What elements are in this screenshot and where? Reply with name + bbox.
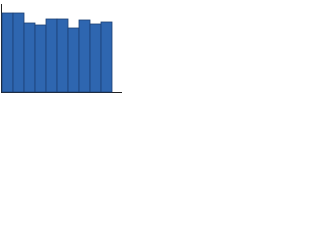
bar <box>78 19 91 93</box>
bar <box>45 18 58 93</box>
bar <box>23 22 36 93</box>
bar <box>100 21 113 93</box>
bar <box>12 12 25 93</box>
bar <box>56 18 69 93</box>
bar <box>89 23 102 93</box>
bar <box>1 12 14 93</box>
bar <box>34 24 47 93</box>
bar <box>67 27 80 93</box>
chart <box>1 4 122 93</box>
